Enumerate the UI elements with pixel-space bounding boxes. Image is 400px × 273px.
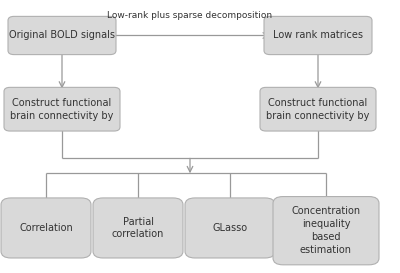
Text: Low-rank plus sparse decomposition: Low-rank plus sparse decomposition [108, 11, 272, 20]
FancyBboxPatch shape [264, 16, 372, 55]
FancyBboxPatch shape [260, 87, 376, 131]
Text: Low rank matrices: Low rank matrices [273, 31, 363, 40]
FancyBboxPatch shape [185, 198, 275, 258]
Text: Correlation: Correlation [19, 223, 73, 233]
FancyBboxPatch shape [93, 198, 183, 258]
Text: Construct functional
brain connectivity by: Construct functional brain connectivity … [266, 98, 370, 121]
Text: Construct functional
brain connectivity by: Construct functional brain connectivity … [10, 98, 114, 121]
FancyBboxPatch shape [8, 16, 116, 55]
Text: Partial
correlation: Partial correlation [112, 216, 164, 239]
Text: Original BOLD signals: Original BOLD signals [9, 31, 115, 40]
FancyBboxPatch shape [273, 197, 379, 265]
Text: GLasso: GLasso [212, 223, 248, 233]
FancyBboxPatch shape [4, 87, 120, 131]
Text: Concentration
inequality
based
estimation: Concentration inequality based estimatio… [292, 206, 360, 255]
FancyBboxPatch shape [1, 198, 91, 258]
